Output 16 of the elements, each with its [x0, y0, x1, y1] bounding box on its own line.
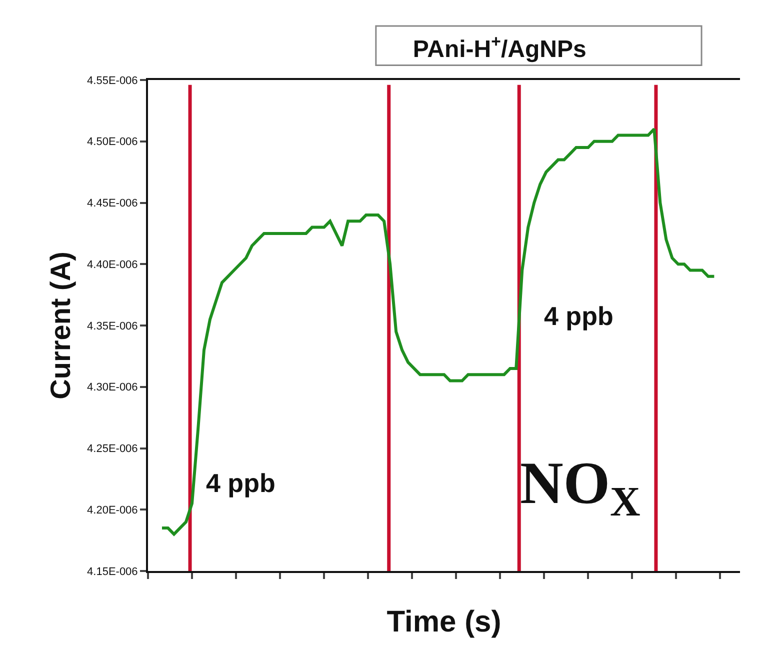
- annotation: 4 ppb: [544, 301, 614, 331]
- y-tick-label: 4.35E-006: [87, 320, 138, 332]
- line-series: [160, 128, 716, 536]
- y-tick-label: 4.45E-006: [87, 198, 138, 210]
- y-tick-label: 4.40E-006: [87, 258, 138, 271]
- y-tick-label: 4.25E-006: [87, 443, 138, 456]
- y-tick-label: 4.50E-006: [87, 136, 138, 148]
- x-axis-title: Time (s): [386, 605, 502, 638]
- y-tick-label: 4.15E-006: [87, 566, 138, 578]
- annotation: 4 ppb: [206, 468, 276, 498]
- y-tick-label: 4.55E-006: [87, 74, 138, 87]
- chart-title: PAni-H$^{+}$/AgNPs: [412, 32, 586, 63]
- y-tick-label: 4.20E-006: [87, 504, 138, 516]
- annotation: NO$_{X}$: [520, 450, 640, 526]
- y-axis-title: Current (A): [45, 252, 76, 400]
- y-tick-label: 4.30E-006: [87, 382, 138, 394]
